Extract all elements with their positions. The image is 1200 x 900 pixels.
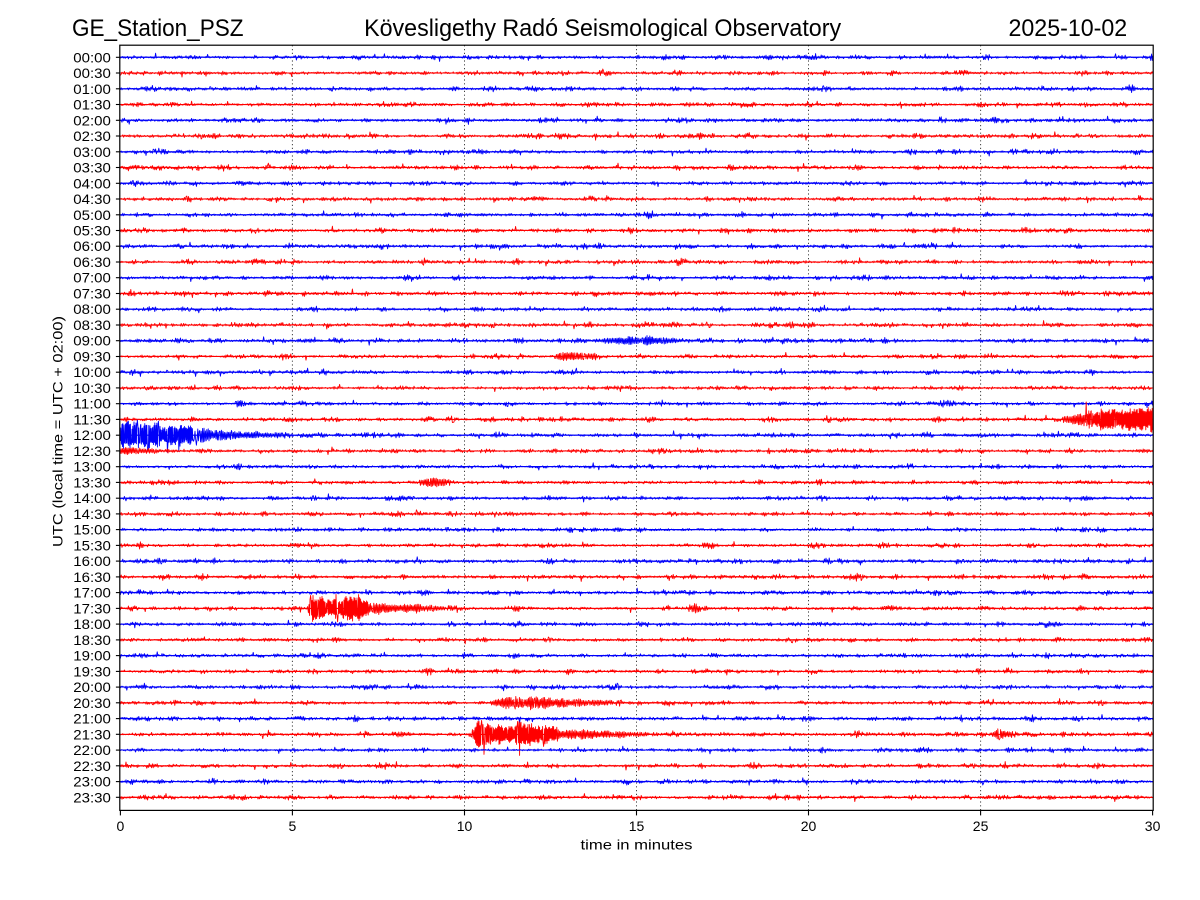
svg-text:09:00: 09:00 (73, 333, 111, 349)
svg-text:02:30: 02:30 (73, 128, 111, 144)
svg-text:Kövesligethy Radó Seismologica: Kövesligethy Radó Seismological Observat… (364, 15, 841, 42)
svg-text:14:30: 14:30 (73, 506, 111, 522)
svg-text:23:30: 23:30 (73, 789, 111, 805)
svg-text:05:30: 05:30 (73, 223, 111, 239)
svg-text:12:00: 12:00 (73, 427, 111, 443)
svg-text:08:00: 08:00 (73, 301, 111, 317)
svg-text:03:00: 03:00 (73, 144, 111, 160)
svg-text:0: 0 (117, 818, 125, 834)
svg-text:20:00: 20:00 (73, 679, 111, 695)
svg-text:17:30: 17:30 (73, 600, 111, 616)
svg-text:19:30: 19:30 (73, 663, 111, 679)
svg-text:19:00: 19:00 (73, 648, 111, 664)
svg-text:05:00: 05:00 (73, 207, 111, 223)
svg-text:15:00: 15:00 (73, 522, 111, 538)
svg-text:21:00: 21:00 (73, 711, 111, 727)
svg-text:10: 10 (457, 818, 473, 834)
svg-text:09:30: 09:30 (73, 349, 111, 365)
svg-text:23:00: 23:00 (73, 774, 111, 790)
svg-text:00:30: 00:30 (73, 65, 111, 81)
svg-text:11:30: 11:30 (73, 411, 111, 427)
svg-text:07:30: 07:30 (73, 286, 111, 302)
svg-text:18:30: 18:30 (73, 632, 111, 648)
svg-text:2025-10-02: 2025-10-02 (1009, 15, 1128, 42)
svg-text:06:30: 06:30 (73, 254, 111, 270)
svg-text:time in minutes: time in minutes (581, 837, 693, 853)
svg-text:21:30: 21:30 (73, 726, 111, 742)
svg-text:04:00: 04:00 (73, 175, 111, 191)
svg-text:08:30: 08:30 (73, 317, 111, 333)
svg-text:10:30: 10:30 (73, 380, 111, 396)
svg-text:13:30: 13:30 (73, 474, 111, 490)
svg-text:16:00: 16:00 (73, 553, 111, 569)
svg-text:5: 5 (289, 818, 297, 834)
svg-text:03:30: 03:30 (73, 160, 111, 176)
svg-text:20:30: 20:30 (73, 695, 111, 711)
svg-text:14:00: 14:00 (73, 490, 111, 506)
svg-text:16:30: 16:30 (73, 569, 111, 585)
svg-text:20: 20 (801, 818, 817, 834)
svg-text:10:00: 10:00 (73, 364, 111, 380)
svg-text:18:00: 18:00 (73, 616, 111, 632)
svg-text:15: 15 (629, 818, 645, 834)
svg-text:UTC (local time = UTC + 02:00): UTC (local time = UTC + 02:00) (50, 316, 66, 547)
svg-text:00:00: 00:00 (73, 49, 111, 65)
svg-text:12:30: 12:30 (73, 443, 111, 459)
svg-text:02:00: 02:00 (73, 112, 111, 128)
svg-text:22:00: 22:00 (73, 742, 111, 758)
svg-text:11:00: 11:00 (73, 396, 111, 412)
svg-text:25: 25 (973, 818, 989, 834)
svg-text:22:30: 22:30 (73, 758, 111, 774)
svg-text:07:00: 07:00 (73, 270, 111, 286)
svg-text:GE_Station_PSZ: GE_Station_PSZ (72, 15, 244, 42)
svg-text:06:00: 06:00 (73, 238, 111, 254)
svg-text:15:30: 15:30 (73, 537, 111, 553)
svg-text:30: 30 (1145, 818, 1161, 834)
svg-text:17:00: 17:00 (73, 585, 111, 601)
svg-text:01:00: 01:00 (73, 81, 111, 97)
svg-text:01:30: 01:30 (73, 97, 111, 113)
svg-text:13:00: 13:00 (73, 459, 111, 475)
svg-text:04:30: 04:30 (73, 191, 111, 207)
